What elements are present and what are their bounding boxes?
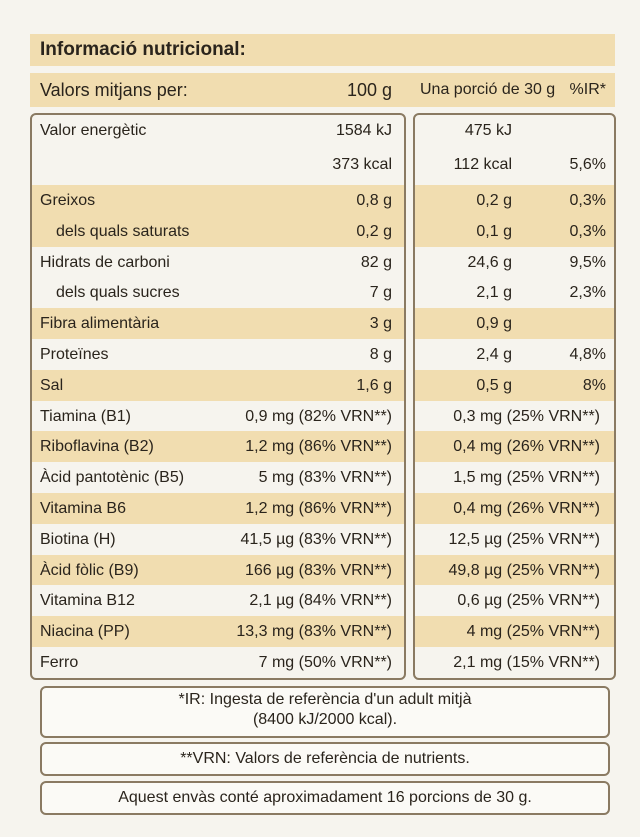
row-label: Tiamina (B1) xyxy=(40,407,131,425)
per-100g: 1,2 mg (86% VRN**) xyxy=(245,500,392,517)
portion: 0,6 µg (25% VRN**) xyxy=(457,592,600,610)
ir: 4,8% xyxy=(569,346,606,363)
row-shade xyxy=(31,431,405,463)
portion: 24,6 g xyxy=(467,253,512,271)
per-100g: 0,9 mg (82% VRN**) xyxy=(245,407,392,425)
note: Aquest envàs conté aproximadament 16 por… xyxy=(118,789,532,806)
row-label: Riboflavina (B2) xyxy=(40,438,154,456)
portion: 12,5 µg (25% VRN**) xyxy=(448,530,600,548)
portion: 2,4 g xyxy=(476,346,512,363)
portion: 4 mg (25% VRN**) xyxy=(466,623,600,641)
ir: 9,5% xyxy=(569,253,606,271)
ir: 8% xyxy=(582,376,606,394)
portion: 2,1 mg (15% VRN**) xyxy=(453,654,600,671)
note: **VRN: Valors de referència de nutrients… xyxy=(180,750,470,767)
note-box xyxy=(40,686,610,738)
row-shade xyxy=(414,431,615,463)
note-box xyxy=(40,781,610,815)
row-shade xyxy=(31,554,405,586)
portion: 0,4 mg (26% VRN**) xyxy=(453,438,600,456)
row-shade xyxy=(414,554,615,586)
portion: 0,2 g xyxy=(476,192,512,209)
per-100g: 7 g xyxy=(369,284,392,302)
per-100g: 1,2 mg (86% VRN**) xyxy=(245,438,392,456)
portion: 2,1 g xyxy=(476,284,512,302)
row-label: Hidrats de carboni xyxy=(40,253,170,271)
row-shade xyxy=(414,369,615,401)
note: *IR: Ingesta de referència d'un adult mi… xyxy=(178,691,472,708)
row-label: Proteïnes xyxy=(40,346,109,363)
title: Informació nutricional: xyxy=(40,39,246,60)
row-shade xyxy=(31,215,405,247)
row-label: Greixos xyxy=(40,192,96,209)
row-label: dels quals sucres xyxy=(56,284,180,302)
row-shade xyxy=(31,493,405,524)
portion: 49,8 µg (25% VRN**) xyxy=(448,561,600,579)
per-100g: 8 g xyxy=(369,346,392,363)
header-bar xyxy=(30,73,615,107)
ir: 5,6% xyxy=(569,156,606,173)
per-100g: 5 mg (83% VRN**) xyxy=(258,469,392,487)
per-100g: 1584 kJ xyxy=(335,122,392,139)
portion: 475 kJ xyxy=(464,122,512,139)
note-box xyxy=(40,742,610,776)
row-label: Vitamina B6 xyxy=(40,500,126,517)
per-100g: 3 g xyxy=(369,315,392,333)
row-label: Àcid fòlic (B9) xyxy=(40,561,139,579)
portion: 0,4 mg (26% VRN**) xyxy=(453,500,600,517)
per-100g: 373 kcal xyxy=(332,156,392,173)
row-shade xyxy=(31,369,405,401)
portion: 0,9 g xyxy=(476,315,512,333)
portion: 0,3 mg (25% VRN**) xyxy=(453,407,600,425)
per-100g: 166 µg (83% VRN**) xyxy=(244,561,392,579)
row-label: Fibra alimentària xyxy=(40,315,160,333)
note: (8400 kJ/2000 kcal). xyxy=(252,711,398,728)
row-shade xyxy=(414,493,615,524)
ir: 0,3% xyxy=(569,192,606,209)
row-label: Sal xyxy=(40,376,64,394)
per-100g: 0,2 g xyxy=(356,222,392,240)
header-100g: 100 g xyxy=(346,80,392,100)
header-label: Valors mitjans per: xyxy=(40,80,188,100)
row-label: dels quals saturats xyxy=(56,222,190,240)
row-label: Biotina (H) xyxy=(40,530,116,548)
row-label: Niacina (PP) xyxy=(40,623,130,641)
per-100g: 7 mg (50% VRN**) xyxy=(258,654,392,671)
portion: 1,5 mg (25% VRN**) xyxy=(453,469,600,487)
right-box xyxy=(413,113,616,680)
row-shade xyxy=(31,185,405,216)
portion: 112 kcal xyxy=(453,156,512,173)
ir: 2,3% xyxy=(569,284,606,302)
left-box xyxy=(30,113,406,680)
row-label: Àcid pantotènic (B5) xyxy=(40,469,185,487)
per-100g: 82 g xyxy=(360,253,392,271)
per-100g: 2,1 µg (84% VRN**) xyxy=(249,592,392,610)
row-shade xyxy=(414,185,615,216)
title-bar xyxy=(30,34,615,66)
ir: 0,3% xyxy=(569,222,606,240)
row-shade xyxy=(31,616,405,647)
per-100g: 1,6 g xyxy=(356,376,392,394)
per-100g: 41,5 µg (83% VRN**) xyxy=(240,530,392,548)
per-100g: 0,8 g xyxy=(356,192,392,209)
row-label: Ferro xyxy=(40,654,79,671)
row-shade xyxy=(414,215,615,247)
per-100g: 13,3 mg (83% VRN**) xyxy=(236,623,392,641)
header-ir: %IR* xyxy=(569,81,606,98)
row-shade xyxy=(414,308,615,339)
row-shade xyxy=(31,308,405,339)
portion: 0,1 g xyxy=(476,222,512,240)
row-shade xyxy=(414,616,615,647)
row-label: Valor energètic xyxy=(40,122,147,139)
header-portion: Una porció de 30 g xyxy=(420,81,556,98)
row-label: Vitamina B12 xyxy=(40,592,135,610)
portion: 0,5 g xyxy=(476,376,512,394)
